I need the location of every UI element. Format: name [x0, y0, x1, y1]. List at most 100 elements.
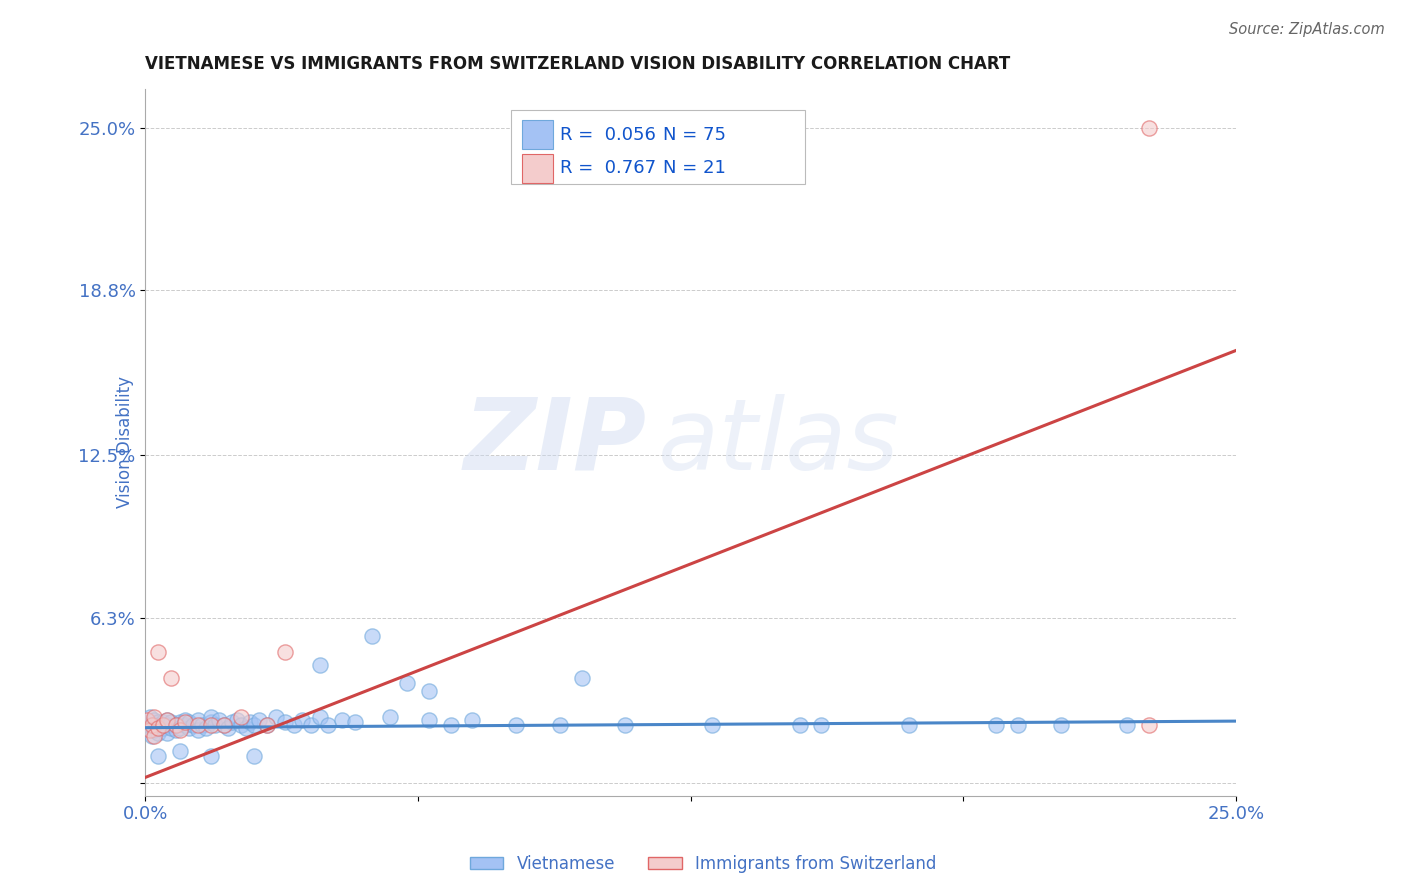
- Point: [1050, 718, 1073, 732]
- Point: [256, 718, 278, 732]
- Point: [148, 645, 170, 659]
- Point: [200, 749, 222, 764]
- Point: [138, 723, 160, 738]
- Point: [571, 671, 593, 685]
- Point: [984, 718, 1007, 732]
- Point: [299, 718, 322, 732]
- Point: [308, 710, 330, 724]
- Point: [274, 645, 297, 659]
- Point: [145, 718, 167, 732]
- Point: [173, 718, 195, 732]
- Point: [897, 718, 920, 732]
- Point: [217, 721, 239, 735]
- Point: [169, 723, 191, 738]
- Point: [378, 710, 401, 724]
- Point: [141, 729, 163, 743]
- Point: [143, 710, 166, 724]
- FancyBboxPatch shape: [522, 120, 553, 149]
- Point: [283, 718, 305, 732]
- Point: [143, 713, 166, 727]
- Point: [461, 713, 484, 727]
- Point: [418, 713, 440, 727]
- Point: [143, 729, 166, 743]
- Point: [440, 718, 463, 732]
- Text: N = 21: N = 21: [664, 160, 725, 178]
- Point: [361, 629, 384, 643]
- Point: [308, 657, 330, 672]
- Text: atlas: atlas: [658, 393, 900, 491]
- Point: [505, 718, 527, 732]
- Point: [169, 715, 191, 730]
- Point: [177, 721, 200, 735]
- Point: [187, 723, 209, 738]
- Point: [165, 723, 187, 738]
- Point: [143, 723, 166, 738]
- Point: [243, 718, 266, 732]
- Point: [177, 715, 200, 730]
- FancyBboxPatch shape: [510, 110, 806, 184]
- Point: [614, 718, 637, 732]
- Text: N = 75: N = 75: [664, 126, 727, 144]
- Point: [239, 715, 262, 730]
- FancyBboxPatch shape: [522, 153, 553, 184]
- Y-axis label: Vision Disability: Vision Disability: [117, 376, 134, 508]
- Point: [138, 710, 160, 724]
- Point: [231, 718, 253, 732]
- Point: [200, 715, 222, 730]
- Point: [165, 718, 187, 732]
- Point: [231, 710, 253, 724]
- Point: [225, 713, 247, 727]
- Point: [418, 684, 440, 698]
- Point: [160, 721, 183, 735]
- Point: [181, 718, 204, 732]
- Point: [187, 718, 209, 732]
- Legend: Vietnamese, Immigrants from Switzerland: Vietnamese, Immigrants from Switzerland: [463, 848, 943, 880]
- Point: [160, 715, 183, 730]
- Point: [141, 718, 163, 732]
- Point: [156, 718, 179, 732]
- Point: [156, 726, 179, 740]
- Point: [136, 713, 159, 727]
- Point: [148, 726, 170, 740]
- Point: [152, 718, 174, 732]
- Point: [789, 718, 811, 732]
- Text: Source: ZipAtlas.com: Source: ZipAtlas.com: [1229, 22, 1385, 37]
- Point: [247, 713, 270, 727]
- Point: [200, 718, 222, 732]
- Point: [165, 718, 187, 732]
- Point: [330, 713, 353, 727]
- Point: [212, 718, 235, 732]
- Point: [208, 713, 231, 727]
- Point: [264, 710, 287, 724]
- Point: [152, 715, 174, 730]
- Point: [200, 710, 222, 724]
- Point: [169, 744, 191, 758]
- Point: [138, 718, 160, 732]
- Text: R =  0.056: R = 0.056: [560, 126, 655, 144]
- Point: [156, 713, 179, 727]
- Point: [156, 713, 179, 727]
- Point: [318, 718, 340, 732]
- Point: [291, 713, 314, 727]
- Point: [173, 713, 195, 727]
- Point: [169, 721, 191, 735]
- Point: [212, 718, 235, 732]
- Point: [204, 718, 226, 732]
- Point: [1115, 718, 1137, 732]
- Point: [187, 713, 209, 727]
- Text: R =  0.767: R = 0.767: [560, 160, 655, 178]
- Point: [195, 721, 218, 735]
- Point: [191, 718, 214, 732]
- Text: VIETNAMESE VS IMMIGRANTS FROM SWITZERLAND VISION DISABILITY CORRELATION CHART: VIETNAMESE VS IMMIGRANTS FROM SWITZERLAN…: [145, 55, 1011, 73]
- Point: [235, 721, 257, 735]
- Point: [221, 715, 243, 730]
- Point: [152, 721, 174, 735]
- Point: [1137, 120, 1160, 135]
- Point: [1137, 718, 1160, 732]
- Point: [256, 718, 278, 732]
- Point: [148, 715, 170, 730]
- Point: [810, 718, 832, 732]
- Point: [160, 671, 183, 685]
- Text: ZIP: ZIP: [464, 393, 647, 491]
- Point: [343, 715, 366, 730]
